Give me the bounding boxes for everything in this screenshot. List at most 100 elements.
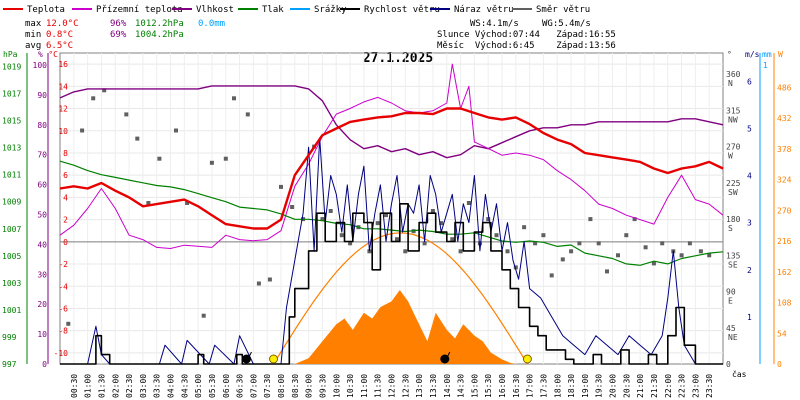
x-tick-label: 19:30: [595, 374, 604, 398]
axis-pct-tick: 0: [42, 360, 47, 369]
wind-dir-point: [439, 221, 444, 226]
axis-w-title: W: [778, 50, 783, 59]
axis-deg-tick: 225: [726, 179, 741, 188]
axis-pct-tick: 70: [37, 151, 47, 160]
x-tick-label: 14:00: [443, 374, 452, 398]
axis-ms-tick: 2: [747, 266, 752, 275]
axis-mm-title: mm: [762, 50, 772, 59]
axis-deg-tick: 90: [726, 288, 736, 297]
wind-dir-point: [328, 209, 333, 213]
x-tick-label: 22:00: [664, 374, 673, 398]
wind-dir-point: [157, 156, 162, 161]
axis-deg-dir: E: [728, 297, 733, 306]
stats-min-hum: 69%: [110, 30, 127, 40]
stats-avg-label: avg: [25, 41, 41, 51]
stats-wg: WG:5.4m/s: [542, 19, 591, 29]
axis-ms-tick: 4: [747, 172, 752, 181]
wind-dir-point: [494, 233, 499, 238]
axis-deg-tick: 135: [726, 251, 741, 260]
axis-hpa-tick: 1003: [2, 279, 21, 288]
axis-c-tick: -6: [58, 304, 68, 313]
wind-dir-point: [430, 209, 435, 213]
x-tick-label: 21:00: [636, 374, 645, 398]
wind-dir-point: [643, 245, 648, 250]
axis-deg-tick: 360: [726, 70, 741, 79]
axis-w-tick: 162: [777, 268, 792, 277]
wind-dir-point: [102, 88, 107, 93]
stats-sun: Slunce Východ:07:44 Západ:16:55: [437, 30, 616, 40]
stats-max-rain: 0.0mm: [198, 19, 225, 29]
wind-dir-point: [146, 201, 151, 205]
wind-dir-point: [698, 249, 703, 254]
axis-hpa-tick: 1013: [2, 144, 21, 153]
axis-hpa-tick: 997: [2, 360, 17, 369]
x-tick-label: 15:00: [470, 374, 479, 398]
axis-hpa-tick: 1017: [2, 90, 21, 99]
legend-label: Teplota: [27, 5, 65, 15]
axis-hpa-tick: 1001: [2, 306, 21, 315]
axis-deg-dir: SE: [728, 260, 738, 269]
wind-dir-point: [596, 241, 601, 246]
legend-label: Srážky: [314, 5, 347, 15]
x-tick-label: 04:30: [180, 374, 189, 398]
wind-dir-point: [477, 241, 482, 246]
axis-ms-tick: 6: [747, 77, 752, 86]
x-tick-label: 23:30: [705, 374, 714, 398]
marker-moon_set-arrow: [447, 351, 451, 357]
wind-dir-point: [403, 249, 408, 254]
axis-w-tick: 324: [777, 176, 792, 185]
axis-pct-tick: 50: [37, 210, 47, 219]
axis-ms-tick: 3: [747, 219, 752, 228]
legend-label: Rychlost větru: [364, 5, 440, 15]
grid: [60, 53, 723, 364]
wind-dir-point: [320, 217, 325, 222]
wind-dir-point: [66, 321, 71, 326]
wind-dir-point: [256, 281, 261, 286]
axis-pct-tick: 100: [33, 61, 48, 70]
x-tick-label: 13:30: [429, 374, 438, 398]
x-tick-label: 18:30: [567, 374, 576, 398]
axis-deg-dir: SW: [728, 188, 738, 197]
wind-dir-point: [422, 241, 427, 246]
x-tick-label: 11:00: [360, 374, 369, 398]
axis-deg-tick: 45: [726, 324, 736, 333]
marker-sun_set: [522, 354, 532, 364]
wind-dir-point: [577, 241, 582, 246]
axis-pct-tick: 10: [37, 330, 47, 339]
stats-min-label: min: [25, 30, 41, 40]
axis-deg-dir: S: [728, 224, 733, 233]
wind-dir-point: [348, 241, 353, 246]
axis-mm-tick: 1: [763, 61, 768, 70]
stats-max-label: max: [25, 19, 42, 29]
x-tick-label: 03:30: [153, 374, 162, 398]
wind-dir-point: [707, 253, 712, 258]
axis-deg-tick: 270: [726, 143, 741, 152]
axes: hPa1019101710151013101110091007100510031…: [2, 50, 792, 398]
x-tick-label: 16:00: [498, 374, 507, 398]
x-tick-label: 05:00: [194, 374, 203, 398]
legend-label: Směr větru: [536, 5, 590, 15]
axis-hpa-tick: 1019: [2, 63, 21, 72]
wind-dir-point: [267, 277, 272, 282]
wind-dir-point: [458, 249, 463, 254]
axis-c-tick: 10: [58, 127, 68, 136]
series-vlhkost: [59, 85, 724, 159]
stats-min-press: 1004.2hPa: [135, 30, 184, 40]
axis-c-tick: -2: [58, 260, 68, 269]
axis-w-tick: 432: [777, 114, 792, 123]
x-tick-label: 20:30: [622, 374, 631, 398]
solar-area: [272, 290, 516, 364]
x-tick-label: 05:30: [208, 374, 217, 398]
axis-pct-tick: 30: [37, 270, 47, 279]
x-tick-label: 13:00: [415, 374, 424, 398]
legend: Teplota Přízemní teplota Vlhkost Tlak Srážky…: [3, 5, 590, 15]
axis-c-tick: 16: [58, 60, 68, 69]
axis-c-tick: 2: [63, 216, 68, 225]
wind-dir-point: [549, 273, 554, 278]
axis-deg-dir: W: [728, 152, 733, 161]
x-tick-label: 09:30: [318, 374, 327, 398]
axis-hpa-tick: 1005: [2, 252, 21, 261]
wind-dir-point: [660, 241, 665, 246]
axis-deg-tick: 180: [726, 215, 741, 224]
wind-dir-point: [91, 96, 96, 101]
